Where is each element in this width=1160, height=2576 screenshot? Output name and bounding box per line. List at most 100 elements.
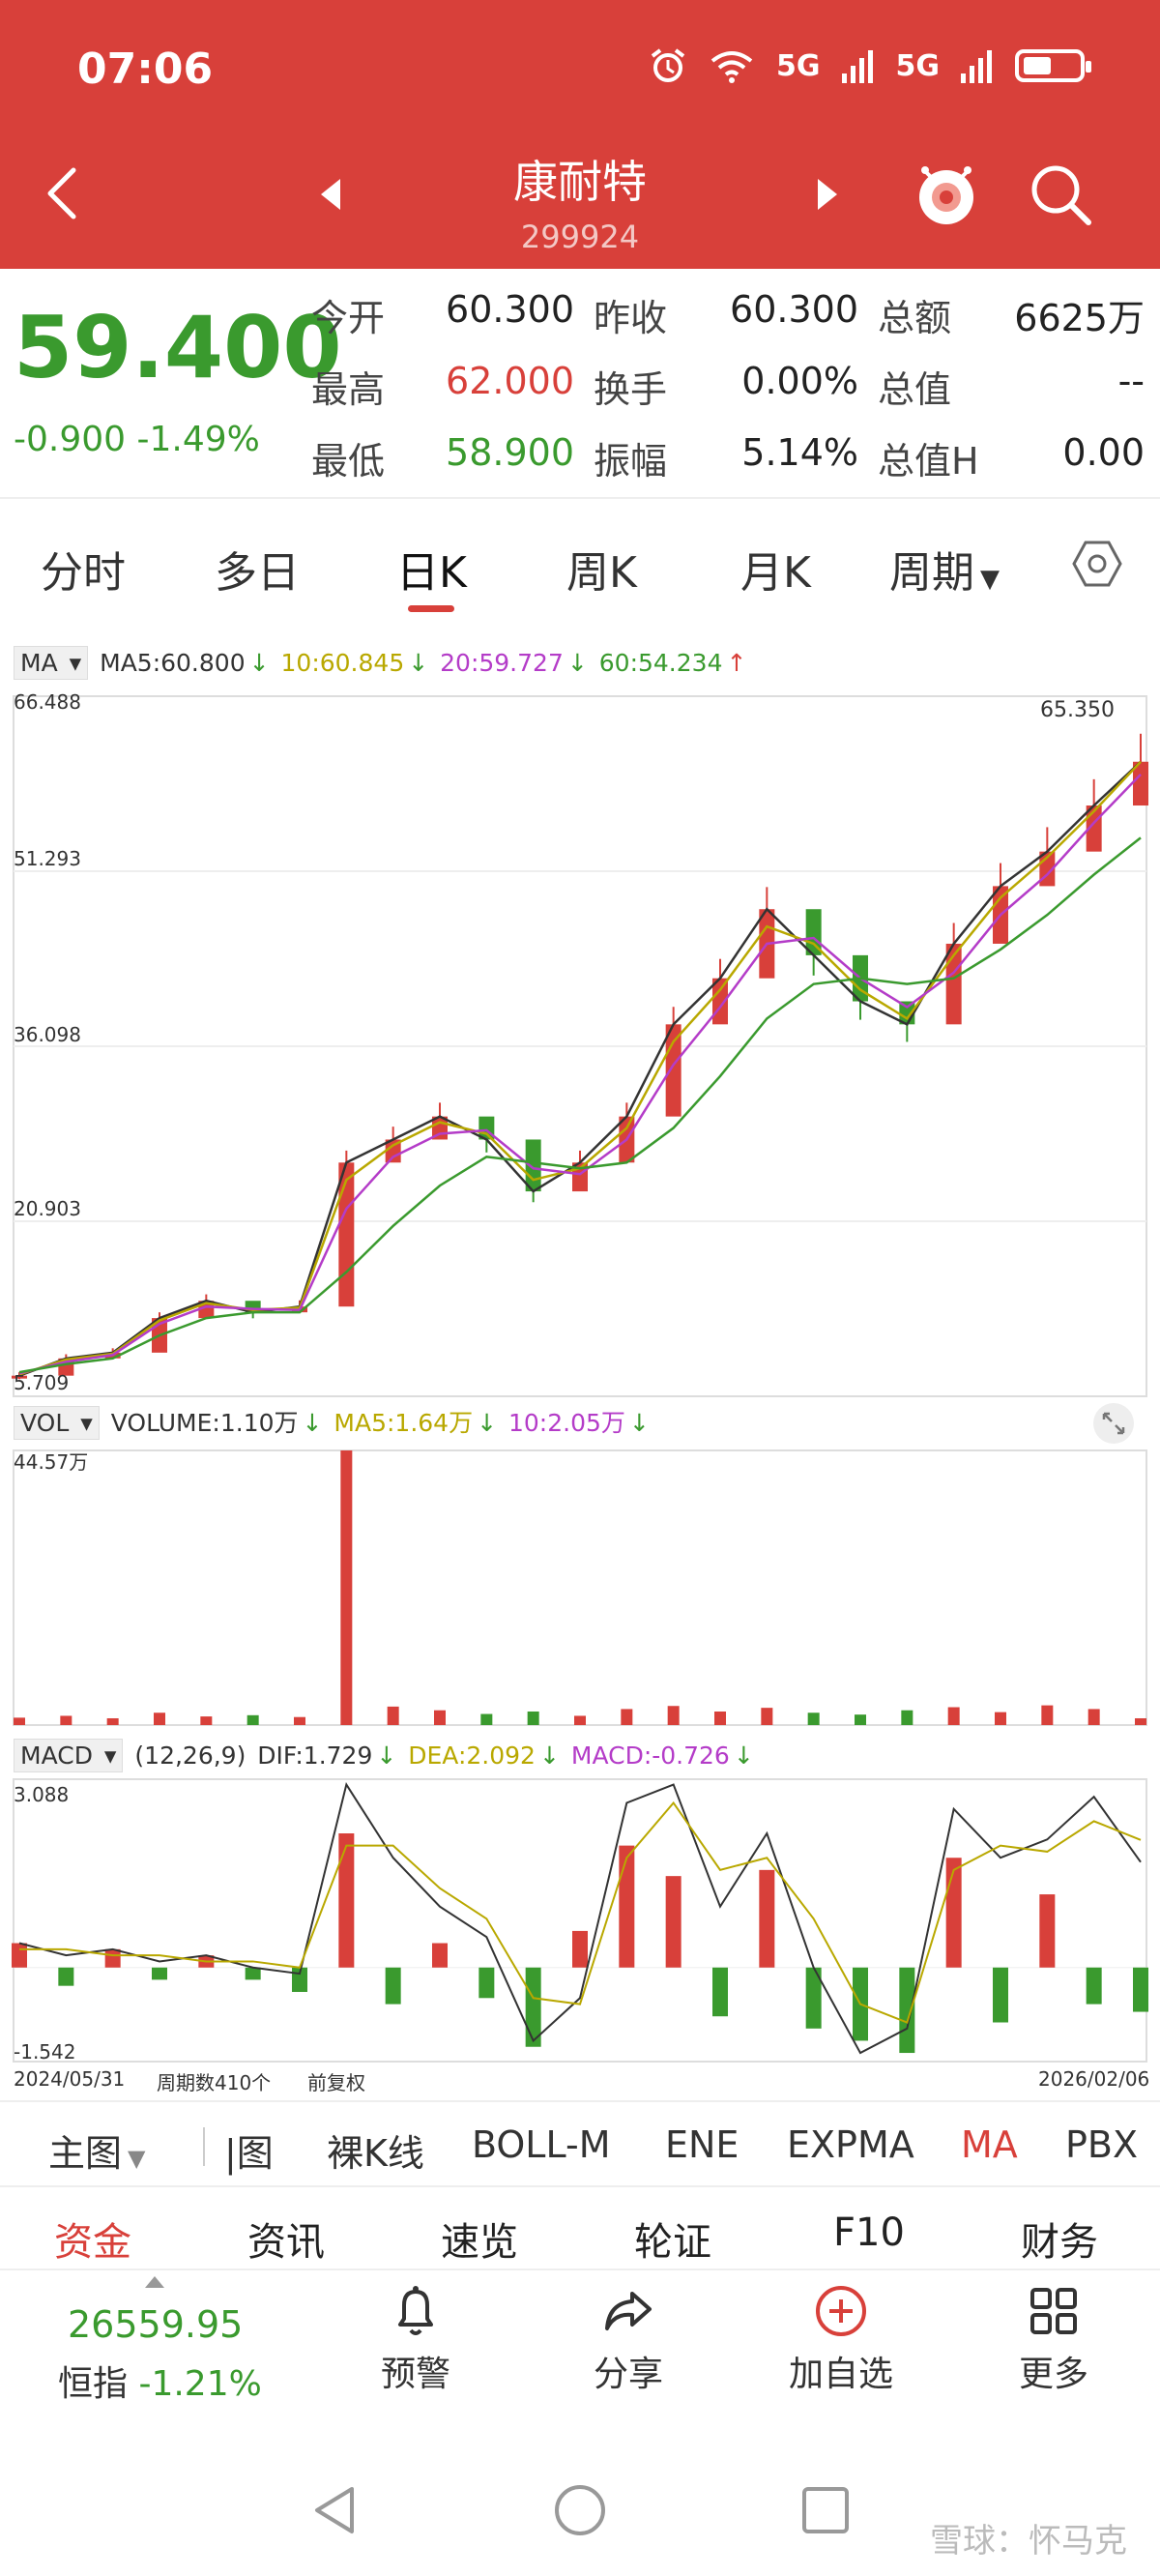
signal-icon bbox=[841, 50, 873, 83]
ma-line-3 bbox=[18, 836, 1142, 1374]
search-icon[interactable] bbox=[1029, 162, 1092, 226]
vol-selector[interactable]: VOL ▾ bbox=[14, 1406, 100, 1440]
index-name[interactable]: 恒指 -1.21% bbox=[58, 2356, 262, 2406]
volume-bar bbox=[807, 1712, 820, 1725]
kline-chart-svg[interactable] bbox=[0, 632, 1160, 2100]
bottom-bar: 26559.95 恒指 -1.21% 预警 分享 加自选 更多 bbox=[0, 2272, 1160, 2404]
volume-bar bbox=[901, 1710, 914, 1725]
add-watchlist-label: 加自选 bbox=[788, 2355, 893, 2394]
volume-bar bbox=[106, 1717, 119, 1725]
previous-stock-icon[interactable] bbox=[321, 179, 340, 210]
indicator-ene[interactable]: ENE bbox=[665, 2123, 740, 2166]
expand-chart-icon[interactable] bbox=[1092, 1402, 1135, 1445]
macd-bar bbox=[58, 1967, 74, 1986]
tab-finance[interactable]: 财务 bbox=[1021, 2220, 1098, 2265]
battery-icon bbox=[1015, 49, 1091, 82]
indicator-sub-chart[interactable]: |图 bbox=[224, 2132, 274, 2175]
down-arrow-icon: ↓ bbox=[477, 1409, 498, 1437]
chart-settings-icon[interactable] bbox=[1071, 538, 1123, 590]
macd-panel-frame bbox=[13, 1778, 1147, 2063]
macd-params: (12,26,9) bbox=[134, 1742, 246, 1770]
indicator-expma[interactable]: EXPMA bbox=[787, 2123, 914, 2166]
macd-bar bbox=[338, 1833, 355, 1968]
volume-bar bbox=[154, 1712, 165, 1725]
volume-bar bbox=[60, 1715, 72, 1725]
vol-selector-label: VOL bbox=[20, 1409, 70, 1437]
next-stock-icon[interactable] bbox=[818, 179, 837, 210]
divider bbox=[203, 2127, 205, 2166]
macd-bar bbox=[152, 1967, 167, 1980]
indicator-pbx[interactable]: PBX bbox=[1065, 2123, 1139, 2166]
macd-axis-label: -1.542 bbox=[14, 2040, 76, 2064]
volume-bar bbox=[995, 1712, 1006, 1725]
quote-value: 5.14% bbox=[741, 431, 858, 474]
indicator-bare-k[interactable]: 裸K线 bbox=[327, 2132, 424, 2175]
ma-selector[interactable]: MA ▾ bbox=[14, 646, 89, 680]
quote-label: 昨收 bbox=[594, 297, 668, 339]
nav-recents-icon[interactable] bbox=[797, 2481, 855, 2539]
tab-weekly-k[interactable]: 周K bbox=[566, 548, 637, 598]
macd-bar bbox=[899, 1967, 915, 2054]
tab-period-dropdown[interactable]: 周期 ▼ bbox=[889, 538, 1000, 600]
nav-back-icon[interactable] bbox=[305, 2481, 363, 2539]
top-bar: 07:06 5G 5G 康耐特 299924 bbox=[0, 0, 1160, 269]
candle-body bbox=[385, 1139, 401, 1163]
system-nav-bar: 雪球：怀马克 bbox=[0, 2446, 1160, 2576]
nav-home-icon[interactable] bbox=[551, 2481, 609, 2539]
high-price-marker: 65.350 bbox=[1040, 698, 1115, 722]
back-arrow-icon[interactable] bbox=[39, 164, 87, 222]
macd-bar bbox=[245, 1967, 261, 1980]
more-button[interactable]: 更多 bbox=[986, 2282, 1121, 2396]
volume-bar bbox=[1088, 1709, 1100, 1725]
tab-monthly-k[interactable]: 月K bbox=[740, 548, 811, 598]
quote-row: 最低 58.900 振幅 5.14% 总值H 0.00 bbox=[311, 431, 1150, 503]
candle-body bbox=[945, 943, 962, 1025]
indicator-ma[interactable]: MA bbox=[961, 2123, 1018, 2166]
main-chart-dropdown[interactable]: 主图 ▼ bbox=[48, 2123, 145, 2177]
chart-area[interactable]: MA ▾ MA5:60.800 ↓ 10:60.845 ↓ 20:59.727 ↓ 6… bbox=[0, 632, 1160, 2100]
add-watchlist-button[interactable]: 加自选 bbox=[773, 2282, 909, 2396]
macd-selector[interactable]: MACD ▾ bbox=[14, 1739, 124, 1772]
mascot-icon[interactable] bbox=[913, 159, 980, 228]
ma5-value: MA5:60.800 bbox=[100, 649, 246, 677]
tab-news[interactable]: 资讯 bbox=[247, 2220, 325, 2265]
tab-daily-k[interactable]: 日K bbox=[396, 548, 467, 598]
indicator-boll-m[interactable]: BOLL-M bbox=[472, 2123, 611, 2166]
candle-body bbox=[12, 1375, 27, 1379]
dif-value: DIF:1.729 bbox=[257, 1742, 373, 1770]
quote-value: 0.00 bbox=[1062, 431, 1145, 474]
status-time: 07:06 bbox=[77, 44, 214, 94]
volume-bar bbox=[667, 1706, 680, 1725]
quote-row: 今开 60.300 昨收 60.300 总额 6625万 bbox=[311, 288, 1150, 360]
date-end: 2026/02/06 bbox=[1038, 2067, 1150, 2091]
tab-intraday[interactable]: 分时 bbox=[41, 548, 126, 598]
macd-bar bbox=[619, 1845, 635, 1968]
quote-value: 0.00% bbox=[741, 360, 858, 402]
down-arrow-icon: ↓ bbox=[566, 649, 588, 677]
macd-bar bbox=[1086, 1967, 1102, 2005]
tab-overview[interactable]: 速览 bbox=[441, 2220, 518, 2265]
tab-period-label: 周期 bbox=[889, 548, 974, 598]
share-icon bbox=[605, 2292, 652, 2330]
macd-bar bbox=[525, 1967, 541, 2047]
volume-bar bbox=[294, 1716, 305, 1725]
network-5g-label-2: 5G bbox=[895, 48, 941, 83]
quote-panel: 59.400 -0.900 -1.49% 今开 60.300 昨收 60.300… bbox=[0, 269, 1160, 499]
index-value[interactable]: 26559.95 bbox=[68, 2303, 244, 2346]
quote-value: 58.900 bbox=[446, 431, 574, 474]
tab-f10[interactable]: F10 bbox=[833, 2210, 905, 2255]
tab-capital[interactable]: 资金 bbox=[54, 2220, 131, 2265]
macd-legend: MACD ▾ (12,26,9) DIF:1.729 ↓ DEA:2.092 ↓ M… bbox=[14, 1739, 758, 1772]
alert-button[interactable]: 预警 bbox=[348, 2282, 483, 2396]
quote-grid: 今开 60.300 昨收 60.300 总额 6625万 最高 62.000 换… bbox=[311, 288, 1150, 503]
tab-multiday[interactable]: 多日 bbox=[215, 548, 300, 598]
grid-icon bbox=[1030, 2288, 1077, 2334]
tab-warrants[interactable]: 轮证 bbox=[634, 2220, 711, 2265]
quote-label: 总值H bbox=[878, 440, 979, 483]
share-button[interactable]: 分享 bbox=[561, 2282, 696, 2396]
macd-bar bbox=[432, 1943, 448, 1968]
candle-body bbox=[338, 1162, 355, 1307]
quote-label: 最高 bbox=[311, 368, 386, 411]
macd-value: MACD:-0.726 bbox=[570, 1742, 730, 1770]
network-5g-label: 5G bbox=[776, 48, 821, 83]
